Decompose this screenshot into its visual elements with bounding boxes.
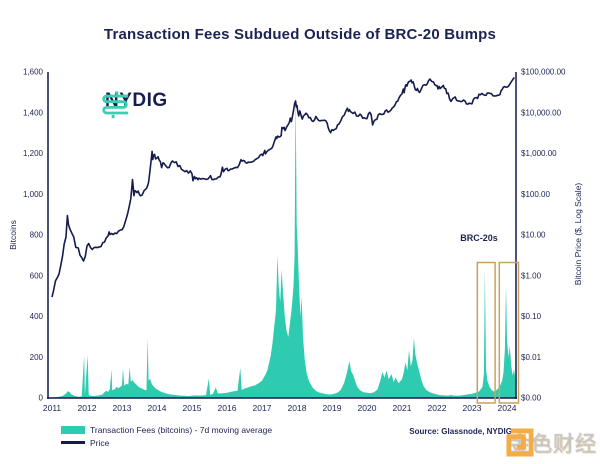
svg-text:$10,000.00: $10,000.00	[521, 108, 562, 117]
chart-title: Transaction Fees Subdued Outside of BRC-…	[103, 26, 497, 43]
svg-text:2018: 2018	[288, 403, 307, 413]
svg-text:2015: 2015	[183, 403, 202, 413]
svg-text:$0.10: $0.10	[521, 312, 542, 321]
svg-text:$100,000.00: $100,000.00	[521, 68, 566, 77]
watermark: 金色财经	[506, 428, 597, 458]
svg-text:2021: 2021	[393, 403, 412, 413]
svg-text:400: 400	[30, 312, 44, 321]
svg-text:$100.00: $100.00	[521, 190, 550, 199]
svg-text:2017: 2017	[253, 403, 272, 413]
svg-text:2024: 2024	[498, 403, 517, 413]
svg-text:2013: 2013	[113, 403, 132, 413]
svg-text:0: 0	[39, 394, 44, 403]
svg-text:1,600: 1,600	[23, 68, 44, 77]
svg-text:1,000: 1,000	[23, 190, 44, 199]
source-note: Source: Glassnode, NYDIG	[409, 427, 512, 436]
nydig-logo: NYDIG	[99, 90, 168, 119]
legend-price-label: Price	[90, 437, 110, 448]
svg-text:2023: 2023	[463, 403, 482, 413]
svg-text:$10.00: $10.00	[521, 231, 546, 240]
svg-text:$0.00: $0.00	[521, 394, 542, 403]
chart-legend: Transaction Fees (bitcoins) - 7d moving …	[61, 423, 272, 449]
svg-text:2016: 2016	[218, 403, 237, 413]
svg-text:$1.00: $1.00	[521, 271, 542, 280]
legend-item-price: Price	[61, 436, 272, 449]
svg-text:2011: 2011	[43, 403, 62, 413]
fees-swatch-icon	[61, 425, 85, 434]
svg-text:$1,000.00: $1,000.00	[521, 149, 557, 158]
left-axis-title: Bitcoins	[8, 220, 18, 250]
svg-text:$0.01: $0.01	[521, 353, 542, 362]
svg-text:2020: 2020	[358, 403, 377, 413]
svg-text:200: 200	[30, 353, 44, 362]
svg-text:1,200: 1,200	[23, 149, 44, 158]
svg-text:2022: 2022	[428, 403, 447, 413]
svg-text:2019: 2019	[323, 403, 342, 413]
right-axis-title: Bitcoin Price ($, Log Scale)	[573, 182, 583, 286]
legend-fees-label: Transaction Fees (bitcoins) - 7d moving …	[90, 424, 273, 435]
svg-text:1,400: 1,400	[23, 108, 44, 117]
svg-text:800: 800	[30, 231, 44, 240]
legend-item-fees: Transaction Fees (bitcoins) - 7d moving …	[61, 423, 272, 436]
brc-20s-annotation-label: BRC-20s	[460, 233, 498, 243]
svg-text:2014: 2014	[148, 403, 167, 413]
svg-text:600: 600	[30, 271, 44, 280]
price-line-icon	[61, 441, 85, 444]
svg-text:2012: 2012	[78, 403, 97, 413]
